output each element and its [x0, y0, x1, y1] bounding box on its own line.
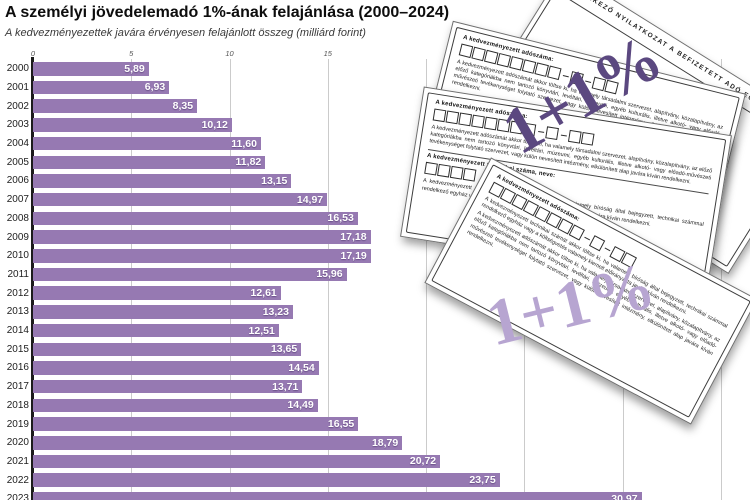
bar-value-2009: 17,18: [340, 231, 367, 244]
page-title: A személyi jövedelemadó 1%-ának felajánl…: [5, 4, 450, 21]
bar-2013: 13,23: [33, 305, 293, 319]
bar-value-2006: 13,15: [261, 174, 288, 187]
bar-2001: 6,93: [33, 80, 170, 95]
bar-2014: 12,51: [33, 323, 279, 338]
year-label-2017: 2017: [6, 381, 29, 393]
bar-value-2005: 11,82: [235, 156, 262, 169]
bar-2011: 15,96: [33, 267, 347, 282]
year-label-2004: 2004: [6, 138, 29, 150]
year-label-2010: 2010: [6, 250, 29, 262]
year-label-2005: 2005: [6, 156, 29, 168]
bar-value-2012: 12,61: [250, 287, 277, 300]
year-label-2008: 2008: [6, 212, 29, 224]
bar-2008: 16,53: [33, 211, 358, 226]
bar-2000: 5,89: [33, 62, 149, 76]
year-label-2007: 2007: [6, 194, 29, 206]
bar-value-2003: 10,12: [201, 118, 228, 131]
year-label-2022: 2022: [6, 474, 29, 486]
bar-value-2015: 13,65: [270, 343, 298, 356]
year-label-2016: 2016: [6, 362, 29, 374]
bar-value-2000: 5,89: [124, 62, 145, 75]
year-label-2000: 2000: [6, 63, 29, 75]
bar-value-2017: 13,71: [272, 380, 299, 393]
year-label-2018: 2018: [6, 399, 29, 411]
year-label-2012: 2012: [6, 287, 29, 299]
year-label-2013: 2013: [6, 306, 29, 318]
year-label-2006: 2006: [6, 175, 29, 187]
bar-2020: 18,79: [33, 436, 403, 450]
bar-2005: 11,82: [33, 155, 266, 169]
bar-2012: 12,61: [33, 286, 281, 300]
gridline-25: [524, 59, 526, 500]
bar-value-2011: 15,96: [316, 268, 343, 281]
year-label-2009: 2009: [6, 231, 29, 243]
bar-2006: 13,15: [33, 174, 292, 188]
gridline-35: [720, 59, 722, 500]
bar-value-2008: 16,53: [327, 212, 354, 225]
gridline-20: [426, 59, 427, 500]
page-subtitle: A kedvezményezettek javára érvényesen fe…: [5, 27, 366, 39]
bar-value-2001: 6,93: [144, 81, 166, 94]
bar-value-2022: 23,75: [469, 474, 496, 487]
bar-2019: 16,55: [33, 417, 359, 431]
bar-value-2002: 8,35: [172, 100, 194, 113]
y-axis-line: [31, 57, 34, 500]
bar-value-2014: 12,51: [248, 324, 275, 337]
year-label-2003: 2003: [6, 119, 29, 131]
gridline-30: [622, 59, 624, 500]
year-label-2014: 2014: [6, 325, 29, 337]
x-tick-label-5: 5: [129, 49, 134, 58]
bar-2015: 13,65: [33, 342, 302, 356]
bar-2004: 11,60: [33, 136, 261, 151]
bar-2022: 23,75: [33, 473, 500, 487]
year-label-2015: 2015: [6, 343, 29, 355]
bar-2017: 13,71: [33, 379, 303, 394]
bar-value-2016: 14,54: [288, 361, 315, 374]
bar-2018: 14,49: [33, 398, 318, 413]
x-tick-label-10: 10: [225, 49, 234, 58]
bar-2016: 14,54: [33, 361, 319, 375]
bar-value-2013: 13,23: [262, 305, 289, 318]
bar-value-2020: 18,79: [371, 436, 399, 449]
year-label-2001: 2001: [6, 81, 29, 93]
year-label-2019: 2019: [6, 418, 29, 430]
bar-value-2007: 14,97: [296, 193, 324, 206]
x-tick-label-15: 15: [323, 49, 332, 58]
year-label-2002: 2002: [6, 100, 29, 112]
bar-value-2018: 14,49: [287, 399, 314, 412]
bar-2007: 14,97: [33, 192, 328, 207]
bar-2021: 20,72: [33, 454, 441, 469]
bar-2002: 8,35: [33, 99, 198, 113]
x-tick-label-0: 0: [30, 49, 36, 58]
bar-value-2021: 20,72: [409, 455, 437, 468]
year-label-2023: 2023: [6, 493, 29, 500]
bar-value-2010: 17,19: [340, 249, 367, 262]
bar-2010: 17,19: [33, 249, 371, 263]
year-label-2021: 2021: [6, 455, 29, 467]
bar-value-2019: 16,55: [327, 418, 355, 431]
bar-2003: 10,12: [33, 118, 232, 132]
year-label-2020: 2020: [6, 437, 29, 449]
bar-value-2023: 30,97: [611, 492, 638, 500]
bar-2009: 17,18: [33, 230, 371, 244]
bar-value-2004: 11,60: [231, 137, 257, 150]
year-label-2011: 2011: [7, 268, 29, 280]
bar-2023: 30,97: [33, 492, 642, 500]
